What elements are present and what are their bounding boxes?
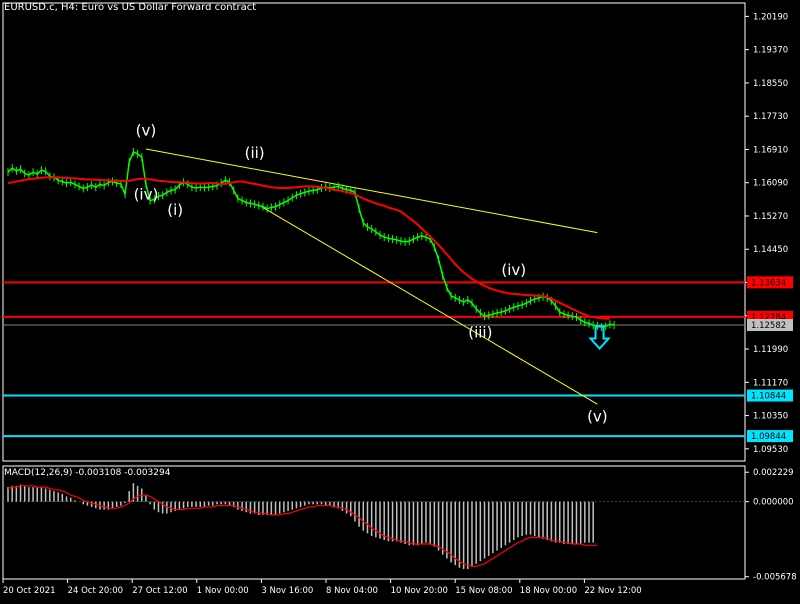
moving-average-line bbox=[7, 176, 610, 320]
price-axis-label: 1.19370 bbox=[753, 46, 788, 56]
time-axis-label: 18 Nov 00:00 bbox=[520, 586, 577, 596]
time-axis-label: 3 Nov 16:00 bbox=[261, 586, 313, 596]
wave-label: (i) bbox=[167, 201, 183, 219]
price-axis-label: 1.16910 bbox=[753, 145, 788, 155]
level-price-label: 1.13634 bbox=[751, 278, 786, 288]
level-price-label: 1.12582 bbox=[751, 321, 786, 331]
time-axis-label: 15 Nov 08:00 bbox=[455, 586, 512, 596]
price-axis-label: 1.16090 bbox=[753, 179, 788, 189]
time-axis-label: 27 Oct 12:00 bbox=[132, 586, 187, 596]
time-axis-label: 22 Nov 12:00 bbox=[584, 586, 641, 596]
price-series-line bbox=[7, 150, 615, 328]
wave-label: (ii) bbox=[245, 144, 265, 162]
level-price-tag bbox=[747, 276, 793, 289]
wave-label: (iv) bbox=[501, 261, 526, 279]
time-axis-label: 8 Nov 04:00 bbox=[326, 586, 378, 596]
down-arrow-icon bbox=[588, 325, 611, 351]
price-axis-label: 1.17730 bbox=[753, 112, 788, 122]
level-price-tag bbox=[747, 389, 793, 402]
price-axis-label: 1.15270 bbox=[753, 212, 788, 222]
trendline[interactable] bbox=[145, 148, 598, 234]
macd-signal-line bbox=[7, 485, 598, 568]
level-price-tag bbox=[747, 319, 793, 332]
price-panel-frame bbox=[2, 2, 746, 462]
price-axis-label: 1.20190 bbox=[753, 12, 788, 22]
time-axis-label: 1 Nov 00:00 bbox=[197, 586, 249, 596]
price-axis-label: 1.14450 bbox=[753, 245, 788, 255]
wave-label: (iv) bbox=[134, 186, 159, 204]
level-price-label: 1.10844 bbox=[751, 392, 786, 402]
price-axis-label: 1.10350 bbox=[753, 412, 788, 422]
time-axis-label: 20 Oct 2021 bbox=[3, 586, 56, 596]
macd-axis-label: 0.002229 bbox=[753, 468, 794, 478]
macd-axis-label: -0.005678 bbox=[753, 573, 797, 583]
price-axis-label: 1.11170 bbox=[753, 378, 788, 388]
level-price-label: 1.12784 bbox=[751, 313, 786, 323]
price-axis-label: 1.11990 bbox=[753, 345, 788, 355]
chart-title: EURUSD.c, H4: Euro vs US Dollar Forward … bbox=[4, 2, 257, 13]
macd-title: MACD(12,26,9) -0.003108 -0.003294 bbox=[4, 468, 171, 478]
price-axis-label: 1.09530 bbox=[753, 445, 788, 455]
macd-axis-label: 0.000000 bbox=[753, 498, 794, 508]
trendline[interactable] bbox=[258, 204, 598, 405]
time-axis-label: 10 Nov 20:00 bbox=[391, 586, 448, 596]
level-price-label: 1.09844 bbox=[751, 432, 786, 442]
macd-panel-frame bbox=[2, 465, 746, 580]
level-price-tag bbox=[747, 430, 793, 443]
wave-label: (v) bbox=[587, 408, 608, 426]
wave-label: (iii) bbox=[468, 324, 492, 342]
wave-label: (v) bbox=[136, 122, 157, 140]
time-axis-label: 24 Oct 20:00 bbox=[68, 586, 123, 596]
price-axis-label: 1.18550 bbox=[753, 79, 788, 89]
